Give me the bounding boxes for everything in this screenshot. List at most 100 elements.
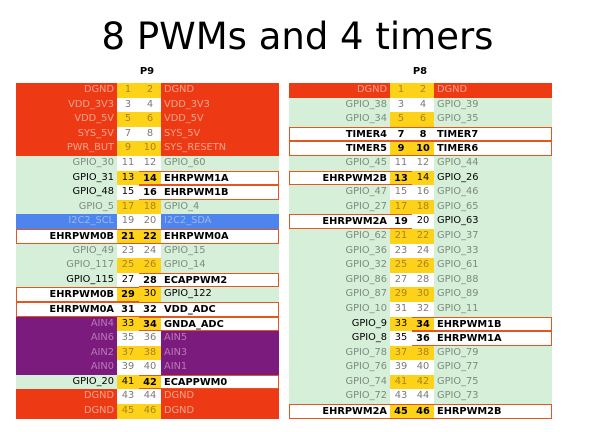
pin-number-left: 25: [390, 258, 412, 273]
p9-pin-row: EHRPWM0B 29 30 GPIO_122: [16, 287, 279, 302]
pin-label-left: GPIO_76: [289, 360, 390, 375]
pin-number-right: 18: [412, 199, 434, 215]
pin-number-right: 38: [139, 345, 161, 361]
pin-number-left: 23: [117, 243, 139, 259]
pin-label-left: GPIO_72: [289, 389, 390, 405]
pin-label-left: DGND: [289, 83, 390, 98]
pin-number-left: 41: [390, 374, 412, 390]
p9-pin-row: PWR_BUT 9 10 SYS_RESETN: [16, 141, 279, 156]
pin-number-right: 26: [412, 258, 434, 273]
pin-number-left: 29: [390, 287, 412, 302]
pin-number-left: 5: [390, 112, 412, 127]
pin-label-right: GPIO_79: [434, 345, 552, 361]
pin-number-left: 45: [117, 404, 139, 419]
pin-label-left: I2C2_SCL: [16, 214, 117, 229]
pin-label-right: GPIO_37: [434, 228, 552, 244]
p8-pin-row: GPIO_74 41 42 GPIO_75: [289, 374, 552, 390]
pin-label-right: GPIO_46: [434, 185, 552, 200]
pin-label-right: EHRPWM2B: [434, 404, 552, 419]
pin-label-left: EHRPWM0B: [16, 228, 117, 244]
pin-label-right: EHRPWM1A: [161, 170, 279, 186]
pin-number-right: 20: [139, 214, 161, 229]
pin-number-left: 31: [390, 301, 412, 317]
pin-label-right: AIN3: [161, 345, 279, 361]
pin-number-left: 19: [390, 214, 412, 229]
pin-label-right: EHRPWM0A: [161, 228, 279, 244]
pin-number-left: 37: [117, 345, 139, 361]
pin-number-left: 25: [117, 258, 139, 273]
pin-label-left: GPIO_27: [289, 199, 390, 215]
pin-label-right: GPIO_60: [161, 155, 279, 171]
pin-number-right: 12: [139, 155, 161, 171]
pin-label-right: TIMER7: [434, 126, 552, 142]
pin-label-left: DGND: [16, 404, 117, 419]
p9-pin-row: SYS_5V 7 8 SYS_5V: [16, 126, 279, 142]
p8-pin-row: GPIO_36 23 24 GPIO_33: [289, 243, 552, 259]
pin-label-right: GPIO_33: [434, 243, 552, 259]
pin-number-right: 14: [139, 170, 161, 186]
pin-label-left: GPIO_87: [289, 287, 390, 302]
pin-label-left: EHRPWM0A: [16, 301, 117, 317]
pin-number-left: 23: [390, 243, 412, 259]
pin-number-right: 42: [412, 374, 434, 390]
pin-label-left: GPIO_78: [289, 345, 390, 361]
pin-label-right: VDD_ADC: [161, 301, 279, 317]
p9-pin-row: GPIO_117 25 26 GPIO_14: [16, 258, 279, 273]
pin-label-right: DGND: [161, 389, 279, 405]
pin-number-left: 1: [117, 83, 139, 98]
pin-label-right: SYS_5V: [161, 126, 279, 142]
pin-number-right: 22: [412, 228, 434, 244]
pin-number-right: 44: [139, 389, 161, 405]
pin-label-right: GPIO_26: [434, 170, 552, 186]
pin-label-left: GPIO_45: [289, 155, 390, 171]
pin-number-right: 10: [139, 141, 161, 156]
pin-number-left: 43: [390, 389, 412, 405]
p9-pin-row: GPIO_20 41 42 ECAPPWM0: [16, 374, 279, 390]
pin-label-right: I2C2_SDA: [161, 214, 279, 229]
pin-label-right: GPIO_4: [161, 199, 279, 215]
pin-label-right: DGND: [434, 83, 552, 98]
pin-label-left: PWR_BUT: [16, 141, 117, 156]
pin-number-right: 20: [412, 214, 434, 229]
p8-pin-row: TIMER5 9 10 TIMER6: [289, 141, 552, 156]
pin-label-right: TIMER6: [434, 141, 552, 156]
pin-label-left: GPIO_20: [16, 374, 117, 390]
pin-number-right: 40: [412, 360, 434, 375]
header-p8: P8: [412, 66, 428, 77]
p9-pin-row: AIN0 39 40 AIN1: [16, 360, 279, 375]
pin-label-left: GPIO_48: [16, 185, 117, 200]
pin-number-right: 38: [412, 345, 434, 361]
pin-number-left: 39: [117, 360, 139, 375]
pin-number-left: 27: [390, 272, 412, 288]
pin-label-left: SYS_5V: [16, 126, 117, 142]
pin-label-left: GPIO_38: [289, 97, 390, 113]
pin-label-left: AIN0: [16, 360, 117, 375]
pin-label-left: EHRPWM2A: [289, 404, 390, 419]
pin-label-right: GPIO_15: [161, 243, 279, 259]
pin-label-right: VDD_5V: [161, 112, 279, 127]
pin-number-right: 2: [412, 83, 434, 98]
p9-pin-row: I2C2_SCL 19 20 I2C2_SDA: [16, 214, 279, 229]
p9-pin-row: AIN6 35 36 AIN5: [16, 331, 279, 346]
pin-number-left: 27: [117, 272, 139, 288]
pin-number-left: 21: [117, 228, 139, 244]
p8-pin-row: GPIO_86 27 28 GPIO_88: [289, 272, 552, 288]
p9-pin-table: DGND 1 2 DGND VDD_3V3 3 4 VDD_3V3 VDD_5V 5 6 VDD_5V…: [16, 83, 279, 419]
pin-number-left: 45: [390, 404, 412, 419]
pin-number-left: 35: [390, 331, 412, 346]
pin-label-left: GPIO_9: [289, 316, 390, 332]
pin-label-left: AIN6: [16, 331, 117, 346]
pin-number-left: 33: [390, 316, 412, 332]
pin-label-left: GPIO_86: [289, 272, 390, 288]
p8-pin-row: GPIO_76 39 40 GPIO_77: [289, 360, 552, 375]
pin-number-right: 16: [139, 185, 161, 200]
pin-number-left: 1: [390, 83, 412, 98]
pin-label-left: EHRPWM0B: [16, 287, 117, 302]
pin-number-right: 32: [139, 301, 161, 317]
p9-pin-row: AIN2 37 38 AIN3: [16, 345, 279, 361]
pin-label-right: SYS_RESETN: [161, 141, 279, 156]
pin-number-left: 37: [390, 345, 412, 361]
pin-number-right: 44: [412, 389, 434, 405]
pin-number-right: 22: [139, 228, 161, 244]
pin-label-right: GPIO_88: [434, 272, 552, 288]
